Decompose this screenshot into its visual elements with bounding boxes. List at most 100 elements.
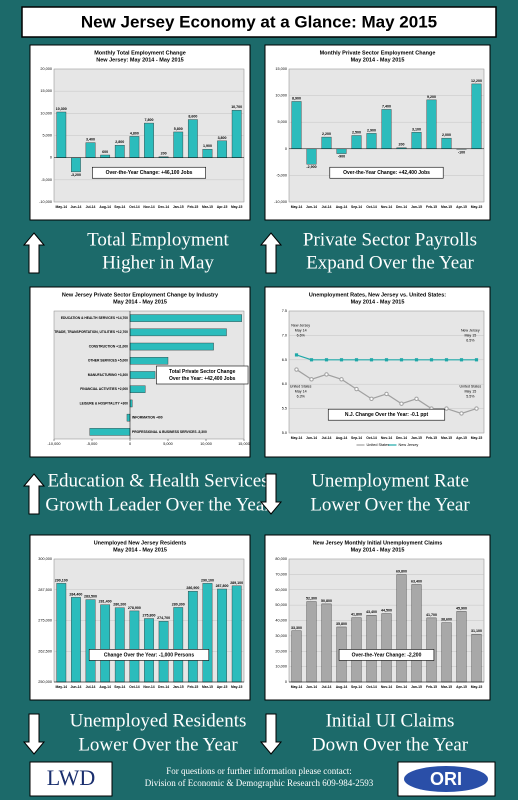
point-marker xyxy=(354,358,359,362)
y-tick-label: 250,000 xyxy=(38,680,52,684)
y-tick-label: 15,000 xyxy=(40,89,52,93)
y-tick-label: -5,000 xyxy=(41,178,52,182)
y-tick-label: 10,000 xyxy=(275,94,287,98)
category-label: MANUFACTURING +3,300 xyxy=(88,373,128,377)
bar xyxy=(129,342,214,351)
point-marker xyxy=(294,367,299,372)
x-tick-label: Jun-14 xyxy=(306,685,317,689)
x-tick-label: May-14 xyxy=(291,685,303,689)
value-label: 2,800 xyxy=(115,140,124,144)
y-tick-label: -10,000 xyxy=(274,200,287,204)
y-tick-label: 5,000 xyxy=(277,120,287,124)
point-marker xyxy=(309,377,314,382)
x-tick-label: Feb-15 xyxy=(426,205,437,209)
bar xyxy=(129,610,140,683)
y-tick-label: -5,000 xyxy=(276,173,287,177)
x-tick-label: Oct-14 xyxy=(129,685,140,689)
y-tick-label: 0 xyxy=(50,156,52,160)
x-tick-label: Mar-15 xyxy=(441,205,452,209)
bar xyxy=(89,428,131,436)
annotation-box xyxy=(88,649,210,661)
x-tick-label: May-14 xyxy=(291,436,303,440)
bar xyxy=(71,597,81,683)
value-label: 281,400 xyxy=(99,600,112,604)
x-tick-label: May-15 xyxy=(471,685,483,689)
x-tick-label: Dec-14 xyxy=(396,436,407,440)
bar xyxy=(129,357,169,365)
value-label: 38,600 xyxy=(441,618,452,622)
x-tick-label: Jun-14 xyxy=(70,205,81,209)
annotation: Over-the-Year Change: +42,400 Jobs xyxy=(343,170,430,176)
value-label: 41,800 xyxy=(351,613,362,617)
x-tick-label: Sep-14 xyxy=(351,205,362,209)
x-tick-label: Jan-15 xyxy=(411,685,422,689)
x-tick-label: May-15 xyxy=(471,205,483,209)
bar xyxy=(217,588,227,683)
bar xyxy=(336,148,347,154)
bar xyxy=(291,630,302,683)
chart-title: New Jersey Monthly Initial Unemployment … xyxy=(313,540,443,546)
caption: Higher in May xyxy=(102,252,214,273)
bar xyxy=(381,613,392,683)
point-note: 6.5% xyxy=(466,338,475,342)
x-tick-label: Jan-15 xyxy=(173,205,184,209)
x-tick-label: Jan-15 xyxy=(411,205,422,209)
x-tick-label: Aug-14 xyxy=(99,685,111,689)
chart-subtitle: New Jersey: May 2014 - May 2015 xyxy=(96,57,183,63)
bar xyxy=(441,137,452,150)
bar xyxy=(129,136,140,158)
x-tick-label: May-14 xyxy=(56,685,68,689)
point-note: 5.5% xyxy=(466,395,475,399)
category-label: INFORMATION -400 xyxy=(132,416,163,420)
y-tick-label: 70,000 xyxy=(275,572,287,576)
x-tick-label: Apr-15 xyxy=(456,685,467,689)
bar xyxy=(129,385,146,393)
annotation: Change Over the Year: -1,000 Persons xyxy=(104,652,194,658)
chart-subtitle: May 2014 - May 2015 xyxy=(351,547,405,553)
bar xyxy=(56,111,67,158)
caption: Down Over the Year xyxy=(312,734,469,755)
x-tick-label: May-15 xyxy=(231,685,243,689)
point-marker xyxy=(459,358,464,362)
caption: Growth Leader Over the Year xyxy=(45,494,271,515)
point-marker xyxy=(444,406,449,411)
y-tick-label: 40,000 xyxy=(275,619,287,623)
point-marker xyxy=(384,358,389,362)
x-tick-label: Jun-14 xyxy=(70,685,81,689)
caption: Private Sector Payrolls xyxy=(303,229,477,250)
y-tick-label: 50,000 xyxy=(275,603,287,607)
point-marker xyxy=(459,411,464,416)
x-tick-label: Apr-15 xyxy=(456,436,467,440)
value-label: 44,500 xyxy=(381,609,392,613)
annotation: Over-the-Year Change: -2,200 xyxy=(352,652,422,658)
bar xyxy=(126,413,131,422)
bar xyxy=(321,603,332,683)
annotation-box xyxy=(92,166,207,179)
caption: Education & Health Services xyxy=(47,470,268,491)
y-tick-label: 30,000 xyxy=(275,634,287,638)
point-note: May 15 xyxy=(464,333,476,337)
bar xyxy=(173,131,184,158)
value-label: 278,900 xyxy=(128,606,141,610)
x-tick-label: May-15 xyxy=(231,205,243,209)
annotation-box xyxy=(327,408,446,421)
point-marker xyxy=(294,353,299,357)
x-tick-label: 15,000 xyxy=(238,442,250,446)
bar xyxy=(202,149,213,158)
x-tick-label: -10,000 xyxy=(48,442,61,446)
x-tick-label: Nov-14 xyxy=(381,436,392,440)
y-tick-label: 300,000 xyxy=(38,557,52,561)
value-label: 5,800 xyxy=(174,127,183,131)
y-tick-label: 6.5 xyxy=(282,358,287,362)
value-label: 286,900 xyxy=(186,586,199,590)
bar xyxy=(114,607,125,683)
point-marker xyxy=(309,358,314,362)
point-marker xyxy=(339,358,344,362)
x-tick-label: Feb-15 xyxy=(187,685,198,689)
bar xyxy=(187,591,198,683)
category-label: EDUCATION & HEALTH SERVICES +14,700 xyxy=(61,316,128,320)
point-marker xyxy=(369,358,374,362)
chart-title: Unemployed New Jersey Residents xyxy=(94,540,187,546)
y-tick-label: 5.5 xyxy=(282,407,287,411)
